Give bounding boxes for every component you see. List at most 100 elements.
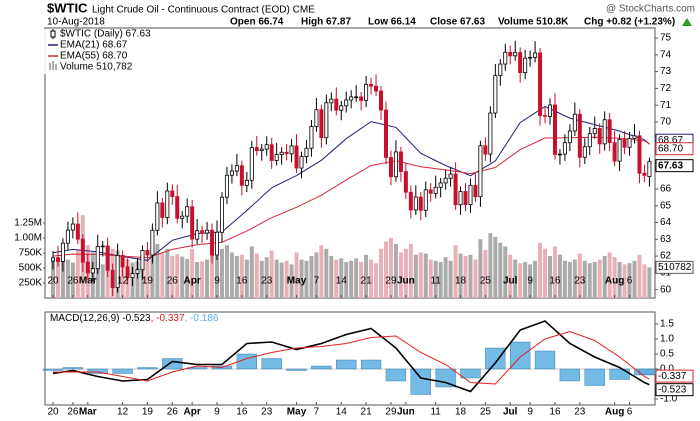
x-tick-label: 7 bbox=[314, 407, 320, 418]
candle-body bbox=[100, 245, 105, 248]
candle-body bbox=[125, 266, 130, 279]
candle-body bbox=[617, 138, 622, 162]
x-tick-label: 14 bbox=[336, 276, 348, 287]
candle-body bbox=[543, 115, 548, 117]
volume-bar bbox=[423, 253, 428, 298]
candle-body bbox=[110, 269, 115, 289]
volume-bar bbox=[617, 262, 622, 298]
volume-bar bbox=[95, 256, 100, 298]
x-tick-label: 23 bbox=[574, 276, 586, 287]
value-tag-label: 68.70 bbox=[658, 143, 683, 154]
candle-body bbox=[180, 215, 185, 219]
candle-body bbox=[602, 119, 607, 145]
candle-body bbox=[493, 75, 498, 114]
volume-bar bbox=[587, 263, 592, 298]
y-tick-label: 62 bbox=[660, 251, 672, 262]
volume-bar bbox=[443, 257, 448, 298]
volume-bar bbox=[319, 245, 324, 298]
volume-bar bbox=[185, 259, 190, 298]
y-tick-label: 74 bbox=[660, 49, 672, 60]
volume-bar bbox=[190, 248, 195, 298]
volume-bar bbox=[274, 259, 279, 298]
candle-body bbox=[339, 105, 344, 111]
volume-bar bbox=[632, 260, 637, 298]
candle-body bbox=[552, 104, 557, 155]
macd-panel bbox=[44, 311, 656, 406]
candle-body bbox=[582, 146, 587, 158]
candle-body bbox=[473, 184, 478, 198]
volume-bar bbox=[51, 260, 55, 298]
volume-bar bbox=[463, 256, 468, 298]
candle-body bbox=[224, 174, 229, 198]
volume-bar bbox=[552, 246, 557, 298]
legend-label: Volume 510,782 bbox=[60, 62, 133, 73]
volume-bar bbox=[493, 236, 498, 298]
volume-bar bbox=[627, 263, 632, 298]
candle-body bbox=[244, 179, 249, 186]
y-tick-label: 66 bbox=[660, 184, 672, 195]
y-tick-label: 1.5 bbox=[660, 319, 674, 330]
x-tick-label: 26 bbox=[167, 407, 179, 418]
volume-bar bbox=[612, 257, 617, 298]
volume-bar bbox=[533, 260, 538, 298]
volume-bar bbox=[374, 263, 379, 298]
volume-bar bbox=[65, 259, 70, 298]
volume-bar bbox=[508, 254, 513, 298]
volume-bar bbox=[642, 264, 647, 298]
candle-body bbox=[498, 63, 503, 77]
date-label: 10-Aug-2018 bbox=[47, 17, 105, 28]
histogram-bar bbox=[162, 358, 183, 370]
x-tick-label: 18 bbox=[455, 276, 467, 287]
candle-body bbox=[533, 52, 538, 58]
candle-body bbox=[170, 190, 175, 197]
volume-bar bbox=[299, 259, 304, 298]
candle-body bbox=[567, 130, 572, 144]
candle-body bbox=[354, 96, 359, 99]
volume-bar bbox=[229, 252, 234, 298]
x-tick-label: 23 bbox=[261, 276, 273, 287]
volume-bar bbox=[413, 254, 418, 298]
candle-body bbox=[453, 173, 458, 206]
volume-bar bbox=[304, 260, 309, 298]
volume-bar bbox=[349, 260, 354, 298]
x-tick-label: 20 bbox=[47, 407, 59, 418]
x-tick-label: Apr bbox=[184, 276, 201, 287]
y-tick-label: 60 bbox=[660, 284, 672, 295]
volume-bar bbox=[647, 267, 652, 298]
candle-body bbox=[577, 113, 582, 158]
volume-bar bbox=[379, 248, 384, 298]
histogram-bar bbox=[559, 368, 581, 382]
volume-bar bbox=[364, 254, 369, 298]
ema-line bbox=[52, 105, 650, 261]
y-tick-label: 71 bbox=[660, 100, 672, 111]
candle-body bbox=[195, 230, 200, 240]
volume-bar bbox=[70, 262, 75, 298]
histogram-bar bbox=[137, 367, 158, 370]
value-tag-label: 67.63 bbox=[658, 160, 683, 171]
volume-tick-label: 1.00M bbox=[14, 233, 42, 244]
x-tick-label: 26 bbox=[167, 276, 179, 287]
volume-bar bbox=[359, 262, 364, 298]
volume-bar bbox=[637, 254, 642, 298]
candle-body bbox=[165, 190, 170, 218]
candle-body bbox=[190, 206, 195, 240]
candle-body bbox=[284, 151, 289, 155]
x-tick-label: 9 bbox=[527, 407, 533, 418]
candle-body bbox=[508, 51, 513, 57]
macd-line bbox=[52, 320, 650, 393]
volume-bar bbox=[567, 262, 572, 298]
candle-body bbox=[234, 165, 239, 172]
candle-body bbox=[379, 90, 384, 111]
y-tick-label: 64 bbox=[660, 217, 672, 228]
volume-bar bbox=[249, 246, 254, 298]
value-tag-label: 510782 bbox=[658, 262, 692, 273]
candle-body bbox=[249, 147, 254, 181]
volume-bar bbox=[438, 262, 443, 298]
volume-bar bbox=[543, 248, 548, 298]
volume-bar bbox=[538, 242, 543, 298]
candle-body bbox=[334, 98, 339, 111]
candle-body bbox=[622, 138, 627, 148]
volume-bar bbox=[562, 260, 567, 298]
x-tick-label: 29 bbox=[385, 407, 397, 418]
x-tick-label: Jun bbox=[397, 276, 415, 287]
